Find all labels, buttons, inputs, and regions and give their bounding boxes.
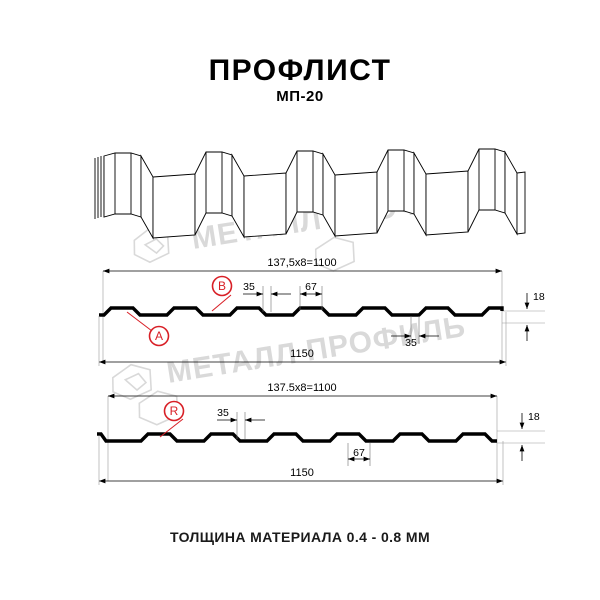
watermark-logo-mid	[314, 236, 355, 272]
dimension-height-18-label: 18	[533, 291, 545, 303]
callout-b-circle	[211, 275, 233, 297]
sheet-right-edge	[516, 171, 526, 235]
dimension-overall-bottom-label: 1150	[290, 348, 314, 360]
dimension-overall-top-label: 137,5x8=1100	[267, 257, 336, 269]
dimension-height-18-2: 18	[519, 411, 540, 461]
logo-hex-icon-2	[112, 363, 153, 401]
callout-a: A	[126, 311, 170, 347]
sheet-left-edge	[94, 156, 105, 219]
isometric-sheet-view	[94, 148, 526, 240]
cross-section-front: 137,5x8=1100 35 67	[98, 257, 545, 366]
callout-r-circle	[163, 400, 185, 422]
sheet-rib	[376, 149, 427, 237]
logo-hex-icon-3	[314, 236, 355, 272]
dimension-rib-bottom-35-label: 35	[405, 337, 417, 349]
sheet-valley	[243, 172, 287, 238]
sheet-rib	[194, 151, 245, 239]
dimension-rib-top-35-label: 35	[243, 281, 255, 293]
material-thickness-note: ТОЛЩИНА МАТЕРИАЛА 0.4 - 0.8 ММ	[169, 529, 431, 545]
callout-b-label: B	[218, 279, 226, 293]
dimension-rib-pitch-67-label: 67	[305, 281, 317, 293]
dimension-overall-bottom-2: 1150	[98, 436, 504, 485]
dimension-rib-pitch-67: 67	[299, 281, 323, 310]
watermark-logo-bottom	[112, 363, 153, 401]
callout-r-label: R	[170, 404, 179, 418]
callout-r: R	[159, 400, 185, 438]
sheet-valley	[152, 173, 196, 239]
callout-a-label: A	[155, 329, 163, 343]
extension-lines-bottom	[107, 396, 545, 481]
dimension-overall-top: 137,5x8=1100	[103, 257, 502, 274]
dimension-overall-top-2-label: 137.5x8=1100	[267, 382, 336, 394]
dimension-rib-top-35-2: 35	[217, 407, 265, 439]
product-model-label: МП-20	[276, 88, 324, 105]
dimension-overall-bottom-2-label: 1150	[290, 467, 314, 479]
callout-b: B	[211, 275, 233, 312]
profile-outline-front	[99, 306, 504, 317]
profile-outline-reverse	[97, 432, 497, 443]
dimension-height-18: 18	[524, 291, 545, 341]
dimension-height-18-2-label: 18	[528, 411, 540, 423]
sheet-valley	[334, 171, 378, 237]
sheet-valley	[425, 170, 469, 236]
dimension-rib-pitch-67-2: 67	[347, 443, 371, 466]
cross-section-reverse: 137.5x8=1100 35 67	[97, 382, 545, 485]
dimension-rib-top-35-2-label: 35	[217, 407, 229, 419]
dimension-overall-bottom: 1150	[98, 312, 507, 366]
dimension-rib-bottom-35: 35	[391, 316, 439, 349]
dimension-overall-top-2: 137.5x8=1100	[108, 382, 497, 399]
sheet-rib	[467, 148, 518, 236]
sheet-rib	[285, 150, 336, 238]
dimension-rib-top-35: 35	[243, 281, 291, 312]
page-title: ПРОФЛИСТ	[208, 54, 392, 87]
callout-a-circle	[148, 325, 170, 347]
sheet-rib	[103, 152, 154, 240]
dimension-rib-pitch-67-2-label: 67	[353, 447, 365, 459]
